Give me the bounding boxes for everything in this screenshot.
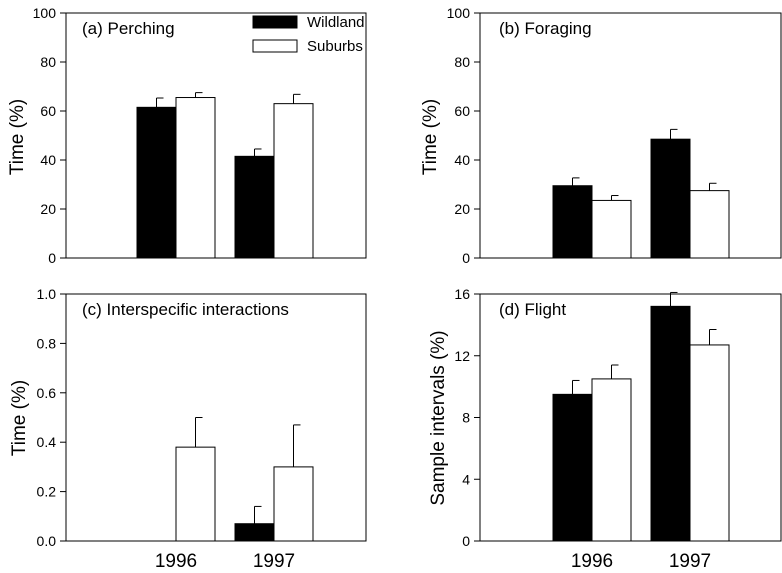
y-tick-label: 8 <box>462 410 470 426</box>
x-tick-label: 1997 <box>669 551 711 572</box>
plot-frame <box>65 293 367 542</box>
panel-d-title: (d) Flight <box>499 300 566 319</box>
bar-suburbs-1997 <box>273 466 314 542</box>
plot-frame <box>65 12 367 259</box>
y-tick-label: 4 <box>462 471 470 487</box>
plot-frame <box>479 293 782 542</box>
panel-b-title: (b) Foraging <box>499 19 592 38</box>
legend-wildland-label: Wildland <box>307 14 365 31</box>
bar-suburbs-1997 <box>689 190 730 259</box>
panel-d: Sample intervals (%) (d) Flight 0 4 8 12 16 1… <box>428 286 782 572</box>
panel-c-title: (c) Interspecific interactions <box>82 300 289 319</box>
y-tick-label: 0 <box>462 250 470 266</box>
panel-c: Time (%) (c) Interspecific interactions … <box>9 286 367 572</box>
x-tick-label: 1996 <box>571 551 613 572</box>
legend-suburbs-label: Suburbs <box>307 38 363 55</box>
bar-suburbs-1996 <box>175 97 216 259</box>
panel-b-ylabel: Time (%) <box>420 99 441 175</box>
bar-wildland-1997 <box>650 138 691 259</box>
panel-a: Time (%) (a) Perching Wildland Suburbs 0… <box>7 5 367 266</box>
y-tick-label: 1.0 <box>37 286 57 302</box>
panel-a-ylabel: Time (%) <box>7 99 28 175</box>
bar-wildland-1996 <box>136 106 177 259</box>
panel-a-legend: Wildland Suburbs <box>252 14 365 55</box>
y-tick-label: 60 <box>40 103 56 119</box>
bar-wildland-1997 <box>234 155 275 259</box>
y-tick-label: 0.0 <box>37 533 57 549</box>
y-tick-label: 80 <box>454 54 470 70</box>
bar-suburbs-1996 <box>591 378 632 542</box>
panel-a-title: (a) Perching <box>82 19 175 38</box>
y-tick-label: 0.8 <box>37 335 57 351</box>
y-tick-label: 100 <box>33 5 57 21</box>
y-tick-label: 20 <box>40 201 56 217</box>
bar-wildland-1996 <box>552 185 593 259</box>
y-tick-label: 0.4 <box>37 434 57 450</box>
bar-suburbs-1996 <box>591 199 632 259</box>
bar-suburbs-1997 <box>273 103 314 259</box>
y-tick-label: 12 <box>454 348 470 364</box>
bar-wildland-1996 <box>552 393 593 542</box>
legend-wildland-swatch <box>252 15 298 29</box>
panel-c-ylabel: Time (%) <box>9 380 30 456</box>
y-tick-label: 100 <box>447 5 471 21</box>
y-tick-label: 20 <box>454 201 470 217</box>
bar-wildland-1997 <box>234 523 275 542</box>
y-tick-label: 0.6 <box>37 385 57 401</box>
y-tick-label: 0.2 <box>37 484 57 500</box>
bar-wildland-1997 <box>650 305 691 542</box>
legend-suburbs-swatch <box>252 39 298 53</box>
bar-suburbs-1997 <box>689 344 730 542</box>
plot-frame <box>479 12 782 259</box>
panel-b: Time (%) (b) Foraging 0 20 40 60 80 100 <box>420 5 782 266</box>
y-tick-label: 60 <box>454 103 470 119</box>
y-tick-label: 16 <box>454 286 470 302</box>
y-tick-label: 40 <box>40 152 56 168</box>
x-tick-label: 1997 <box>253 551 295 572</box>
panel-d-ylabel: Sample intervals (%) <box>428 330 449 505</box>
y-tick-label: 80 <box>40 54 56 70</box>
bar-suburbs-1996 <box>175 446 216 542</box>
y-tick-label: 40 <box>454 152 470 168</box>
x-tick-label: 1996 <box>155 551 197 572</box>
y-tick-label: 0 <box>48 250 56 266</box>
y-tick-label: 0 <box>462 533 470 549</box>
